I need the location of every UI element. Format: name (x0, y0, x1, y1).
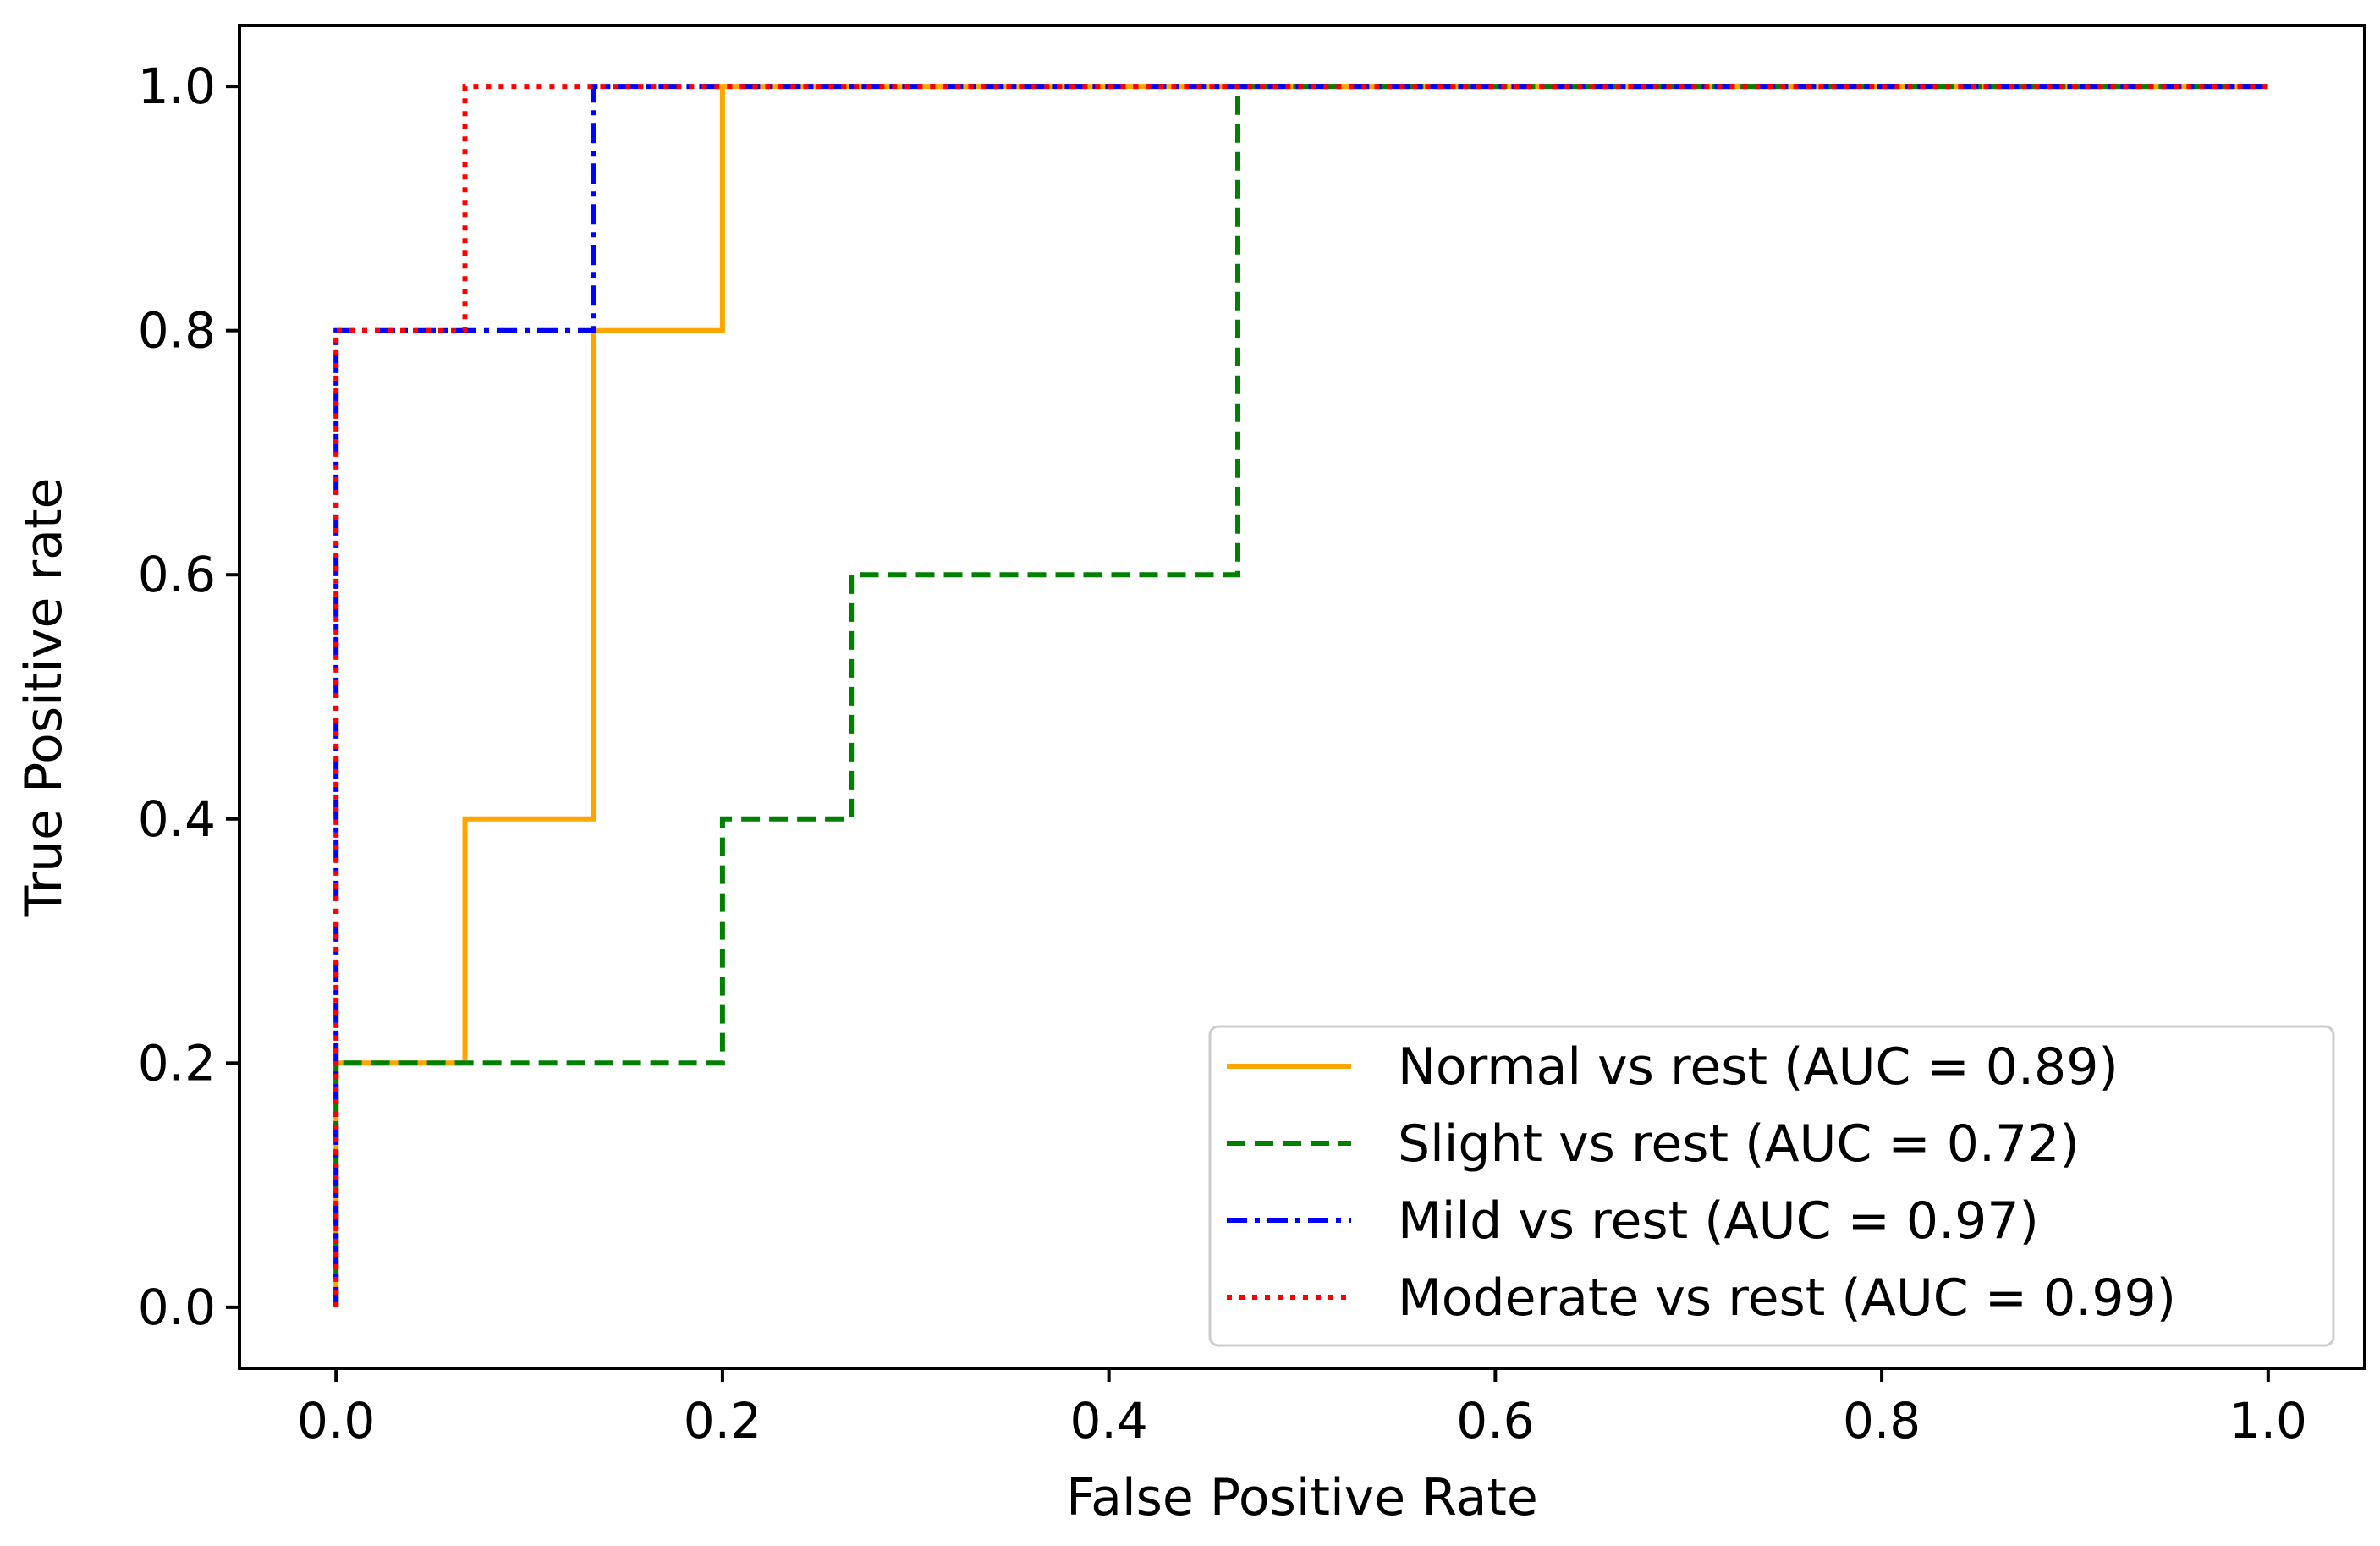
legend-label-3: Mild vs rest (AUC = 0.97) (1398, 1191, 2039, 1251)
x-tick-label: 1.0 (2229, 1392, 2307, 1450)
x-axis-ticks: 0.0 0.2 0.4 0.6 0.8 1.0 (297, 1368, 2307, 1450)
y-tick-label: 1.0 (138, 58, 216, 115)
y-axis-ticks: 0.0 0.2 0.4 0.6 0.8 1.0 (138, 58, 239, 1336)
x-axis-title: False Positive Rate (1066, 1468, 1538, 1527)
x-tick-label: 0.0 (297, 1392, 375, 1450)
y-axis-title: True Positive rate (14, 478, 74, 918)
legend-box (1208, 1025, 2335, 1347)
series-line-2 (333, 84, 2268, 1307)
x-tick-label: 0.6 (1456, 1392, 1534, 1450)
y-tick-label: 0.0 (138, 1279, 216, 1336)
legend: Normal vs rest (AUC = 0.89) Slight vs res… (1208, 1025, 2335, 1347)
series-layer (333, 84, 2268, 1307)
y-tick-label: 0.6 (138, 546, 216, 603)
x-tick-label: 0.4 (1070, 1392, 1148, 1450)
series-line-4 (333, 84, 2268, 1307)
legend-label-1: Normal vs rest (AUC = 0.89) (1398, 1037, 2119, 1097)
legend-label-4: Moderate vs rest (AUC = 0.99) (1398, 1268, 2176, 1328)
plot-frame (238, 24, 2366, 1370)
legend-label-2: Slight vs rest (AUC = 0.72) (1398, 1114, 2080, 1174)
y-tick-label: 0.4 (138, 790, 216, 848)
x-tick-label: 0.8 (1843, 1392, 1921, 1450)
x-tick-label: 0.2 (684, 1392, 761, 1450)
y-tick-label: 0.8 (138, 302, 216, 360)
y-tick-label: 0.2 (138, 1034, 216, 1092)
